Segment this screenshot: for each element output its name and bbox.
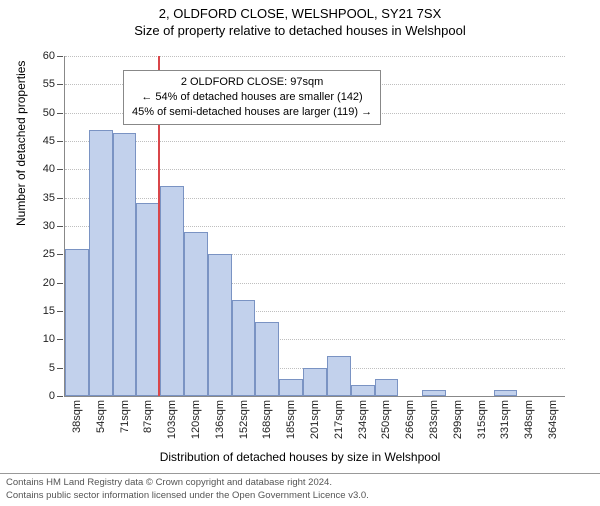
y-tick xyxy=(57,283,63,284)
footer-line1: Contains HM Land Registry data © Crown c… xyxy=(6,477,594,489)
histogram-bar xyxy=(351,385,375,396)
histogram-bar xyxy=(65,249,89,396)
x-axis-label: Distribution of detached houses by size … xyxy=(0,450,600,464)
gridline xyxy=(65,198,565,199)
x-tick-label: 348sqm xyxy=(523,400,535,439)
x-tick-label: 315sqm xyxy=(476,400,488,439)
histogram-bar xyxy=(208,254,232,396)
annotation-line1: 2 OLDFORD CLOSE: 97sqm xyxy=(132,75,372,90)
y-tick-label: 15 xyxy=(25,305,55,317)
histogram-bar xyxy=(494,390,518,396)
annotation-line2: ← 54% of detached houses are smaller (14… xyxy=(132,90,372,105)
x-tick-label: 283sqm xyxy=(428,400,440,439)
x-tick-label: 87sqm xyxy=(142,400,154,433)
annotation-line3: 45% of semi-detached houses are larger (… xyxy=(132,105,372,120)
x-tick-label: 54sqm xyxy=(95,400,107,433)
annotation-box: 2 OLDFORD CLOSE: 97sqm← 54% of detached … xyxy=(123,70,381,125)
y-tick xyxy=(57,84,63,85)
x-tick-label: 152sqm xyxy=(238,400,250,439)
x-tick-label: 331sqm xyxy=(499,400,511,439)
histogram-bar xyxy=(160,186,184,396)
histogram-bar xyxy=(279,379,303,396)
y-tick-label: 10 xyxy=(25,333,55,345)
x-tick-label: 364sqm xyxy=(547,400,559,439)
y-tick-label: 20 xyxy=(25,277,55,289)
x-tick-label: 168sqm xyxy=(261,400,273,439)
page-title-line1: 2, OLDFORD CLOSE, WELSHPOOL, SY21 7SX xyxy=(0,6,600,21)
y-tick-label: 35 xyxy=(25,192,55,204)
histogram-bar xyxy=(89,130,113,396)
footer: Contains HM Land Registry data © Crown c… xyxy=(0,473,600,506)
y-tick xyxy=(57,169,63,170)
y-tick-label: 40 xyxy=(25,163,55,175)
gridline xyxy=(65,56,565,57)
histogram-bar xyxy=(255,322,279,396)
y-tick xyxy=(57,311,63,312)
footer-line2: Contains public sector information licen… xyxy=(6,490,594,502)
x-tick-label: 299sqm xyxy=(452,400,464,439)
x-tick-label: 185sqm xyxy=(285,400,297,439)
histogram-bar xyxy=(303,368,327,396)
chart-area: 05101520253035404550556038sqm54sqm71sqm8… xyxy=(64,56,564,396)
gridline xyxy=(65,141,565,142)
y-tick-label: 50 xyxy=(25,107,55,119)
x-tick-label: 201sqm xyxy=(309,400,321,439)
y-tick xyxy=(57,254,63,255)
y-tick-label: 25 xyxy=(25,248,55,260)
y-tick xyxy=(57,141,63,142)
x-tick-label: 136sqm xyxy=(214,400,226,439)
x-tick-label: 120sqm xyxy=(190,400,202,439)
y-tick xyxy=(57,198,63,199)
y-tick-label: 5 xyxy=(25,362,55,374)
y-tick-label: 0 xyxy=(25,390,55,402)
gridline xyxy=(65,169,565,170)
x-tick-label: 217sqm xyxy=(333,400,345,439)
y-tick xyxy=(57,368,63,369)
y-tick-label: 60 xyxy=(25,50,55,62)
y-tick-label: 30 xyxy=(25,220,55,232)
histogram-bar xyxy=(232,300,256,396)
histogram-bar xyxy=(184,232,208,396)
x-tick-label: 266sqm xyxy=(404,400,416,439)
y-tick xyxy=(57,113,63,114)
histogram-bar xyxy=(375,379,399,396)
x-tick-label: 38sqm xyxy=(71,400,83,433)
x-tick-label: 71sqm xyxy=(119,400,131,433)
y-tick xyxy=(57,226,63,227)
y-tick xyxy=(57,396,63,397)
y-tick xyxy=(57,56,63,57)
histogram-plot: 05101520253035404550556038sqm54sqm71sqm8… xyxy=(64,56,565,397)
x-tick-label: 234sqm xyxy=(357,400,369,439)
y-tick-label: 55 xyxy=(25,78,55,90)
histogram-bar xyxy=(327,356,351,396)
histogram-bar xyxy=(422,390,446,396)
y-tick xyxy=(57,339,63,340)
y-tick-label: 45 xyxy=(25,135,55,147)
page-title-line2: Size of property relative to detached ho… xyxy=(0,23,600,38)
x-tick-label: 250sqm xyxy=(380,400,392,439)
histogram-bar xyxy=(113,133,137,397)
x-tick-label: 103sqm xyxy=(166,400,178,439)
